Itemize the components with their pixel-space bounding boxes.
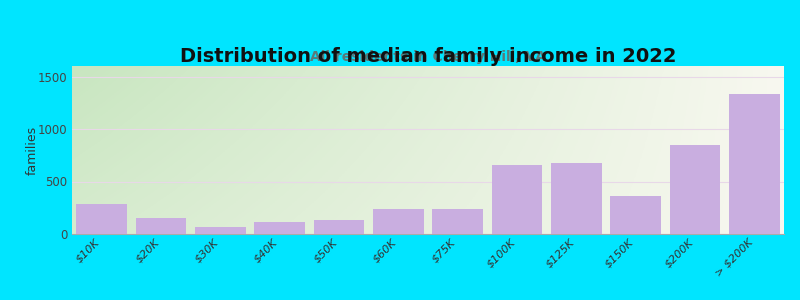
Bar (195, 227, 246, 234)
Bar (136, 218, 186, 234)
Bar (492, 165, 542, 234)
Bar (373, 209, 423, 234)
Bar (433, 209, 483, 234)
Bar (254, 223, 305, 234)
Text: All residents in Cherry Hill, VA: All residents in Cherry Hill, VA (310, 50, 546, 64)
Title: Distribution of median family income in 2022: Distribution of median family income in … (180, 47, 676, 66)
Y-axis label: families: families (26, 125, 38, 175)
Bar (77, 203, 127, 234)
Bar (314, 220, 364, 234)
Bar (670, 145, 720, 234)
Bar (729, 94, 779, 234)
Bar (551, 163, 602, 234)
Bar (610, 196, 661, 234)
